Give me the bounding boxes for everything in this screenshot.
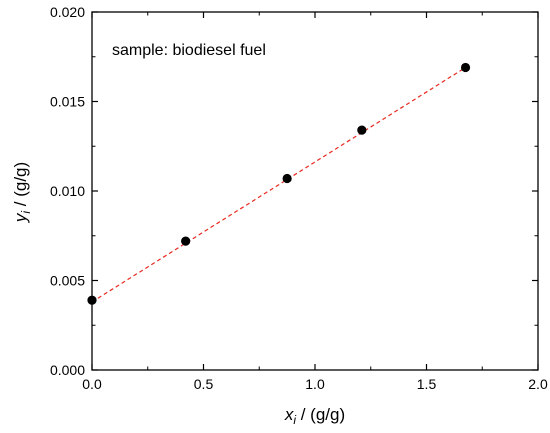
x-tick-label: 2.0 — [528, 376, 548, 392]
x-tick-label: 1.0 — [305, 376, 325, 392]
x-axis-label: xi / (g/g) — [284, 405, 345, 427]
y-axis-label: yi / (g/g) — [11, 162, 33, 223]
x-axis-label-var: x — [284, 405, 294, 424]
data-point — [357, 125, 367, 135]
annotation-text: sample: biodiesel fuel — [112, 42, 266, 59]
fit-line — [91, 66, 466, 303]
y-tick-label: 0.000 — [50, 362, 85, 378]
x-tick-label: 1.5 — [417, 376, 437, 392]
x-axis-label-sub: i — [293, 413, 296, 427]
x-tick-label: 0.5 — [194, 376, 214, 392]
data-point — [181, 236, 191, 246]
y-tick-label: 0.015 — [50, 94, 85, 110]
y-axis-label-var: y — [11, 212, 30, 223]
y-axis-label-sub: i — [19, 211, 33, 214]
y-tick-label: 0.005 — [50, 273, 85, 289]
x-axis-label-unit: / (g/g) — [296, 405, 345, 424]
y-tick-label: 0.010 — [50, 183, 85, 199]
data-point — [87, 295, 97, 305]
x-tick-label: 0.0 — [82, 376, 102, 392]
y-axis-label-unit: / (g/g) — [11, 162, 30, 211]
data-point — [460, 62, 471, 73]
y-tick-label: 0.020 — [50, 4, 85, 20]
plot-frame — [91, 11, 539, 371]
data-point — [282, 173, 292, 184]
